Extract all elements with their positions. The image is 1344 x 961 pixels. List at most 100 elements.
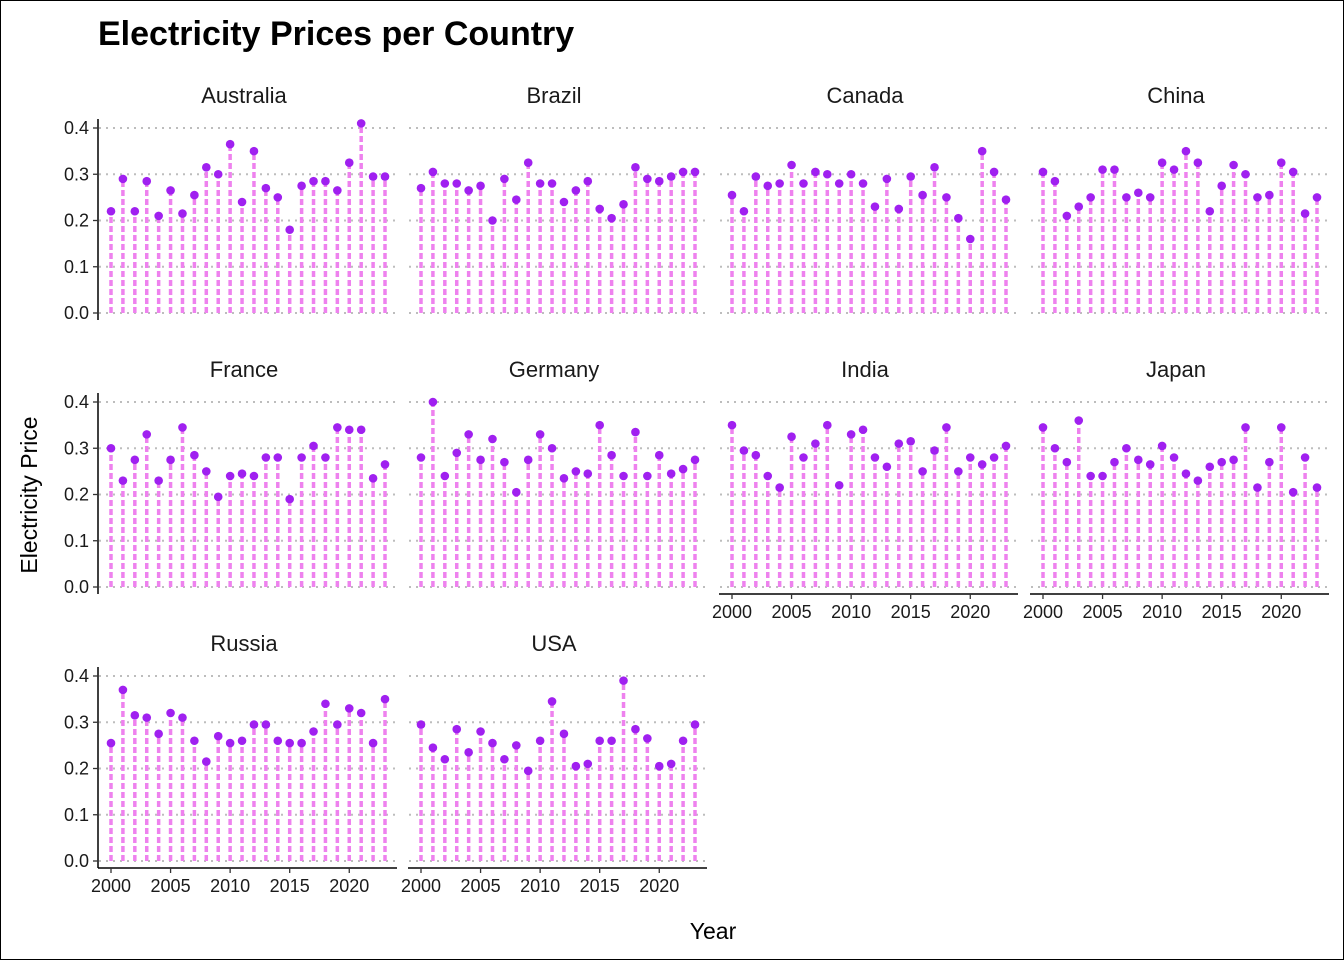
price-point: [643, 174, 652, 184]
price-point: [906, 437, 915, 446]
price-point: [559, 729, 569, 739]
price-point: [416, 183, 426, 193]
price-point: [356, 119, 366, 128]
price-point: [344, 158, 354, 167]
price-point: [213, 169, 223, 179]
price-point: [106, 206, 116, 216]
price-point: [1001, 195, 1011, 204]
price-point: [678, 167, 688, 177]
price-point: [154, 476, 163, 485]
panel-canada: Canada: [720, 83, 1018, 314]
price-point: [870, 453, 880, 462]
panel-title: India: [841, 357, 889, 382]
price-point: [595, 204, 604, 214]
price-point: [870, 202, 880, 211]
x-tick-label: 2005: [772, 602, 812, 622]
x-tick-label: 2015: [891, 602, 931, 622]
price-point: [619, 471, 628, 481]
price-point: [523, 766, 533, 776]
y-tick-label: 0.2: [64, 485, 89, 505]
price-point: [130, 455, 140, 465]
y-tick-label: 0.0: [64, 303, 89, 323]
price-point: [309, 441, 318, 451]
price-point: [775, 179, 784, 188]
price-point: [1300, 453, 1310, 462]
price-point: [1074, 416, 1084, 425]
price-point: [1229, 160, 1238, 170]
price-point: [261, 720, 271, 729]
price-point: [500, 754, 509, 764]
price-point: [811, 439, 820, 448]
x-axis-title: Year: [690, 918, 737, 944]
price-point: [106, 443, 116, 453]
panel-title: Australia: [201, 83, 287, 108]
x-tick-label: 2000: [401, 876, 441, 896]
chart-title: Electricity Prices per Country: [98, 15, 574, 53]
price-point: [1169, 453, 1179, 462]
price-point: [416, 453, 426, 462]
price-point: [428, 397, 438, 407]
panel-title: France: [210, 357, 278, 382]
price-point: [1086, 471, 1095, 481]
price-point: [1193, 158, 1203, 167]
y-tick-label: 0.4: [64, 392, 89, 412]
price-point: [297, 453, 306, 462]
price-point: [547, 697, 557, 706]
price-point: [1253, 193, 1262, 202]
price-point: [225, 139, 235, 149]
price-point: [1181, 469, 1191, 478]
price-point: [1050, 176, 1060, 186]
price-point: [607, 450, 616, 460]
price-point: [690, 720, 700, 729]
price-point: [249, 471, 259, 481]
price-point: [464, 748, 473, 757]
price-point: [309, 727, 318, 736]
price-point: [512, 741, 521, 750]
price-point: [297, 181, 306, 191]
price-point: [1110, 165, 1119, 174]
price-point: [834, 480, 844, 490]
price-point: [1098, 471, 1107, 481]
price-point: [309, 176, 318, 186]
price-point: [763, 181, 773, 191]
price-point: [965, 453, 975, 462]
price-point: [178, 713, 187, 722]
price-point: [678, 464, 688, 474]
price-point: [273, 193, 283, 202]
y-tick-label: 0.0: [64, 851, 89, 871]
x-tick-label: 2005: [151, 876, 191, 896]
price-point: [1062, 457, 1072, 467]
facet-panels: Australia 0.0 0.1 0.2 0.3 0.4 Brazil Canada Chin…: [64, 83, 1329, 896]
price-point: [202, 163, 211, 172]
price-point: [930, 446, 939, 455]
price-point: [1062, 211, 1072, 221]
price-point: [452, 179, 462, 188]
price-point: [428, 743, 438, 752]
price-point: [142, 430, 152, 439]
price-point: [237, 197, 247, 207]
panel-title: Japan: [1146, 357, 1206, 382]
price-point: [823, 169, 832, 179]
price-point: [249, 720, 259, 729]
price-point: [1038, 167, 1048, 177]
price-point: [1074, 202, 1084, 211]
price-point: [106, 738, 116, 748]
price-point: [476, 455, 485, 465]
price-point: [763, 471, 773, 481]
price-point: [989, 167, 999, 177]
price-point: [1276, 423, 1286, 432]
price-point: [906, 172, 915, 181]
price-point: [380, 460, 390, 469]
price-point: [643, 471, 652, 481]
price-point: [321, 699, 330, 709]
price-point: [1169, 165, 1179, 174]
x-tick-label: 2020: [1261, 602, 1301, 622]
price-point: [727, 420, 737, 430]
price-point: [751, 172, 761, 181]
price-point: [846, 169, 856, 179]
x-tick-label: 2020: [639, 876, 679, 896]
price-point: [380, 694, 390, 704]
price-point: [607, 213, 616, 223]
y-tick-label: 0.1: [64, 805, 89, 825]
